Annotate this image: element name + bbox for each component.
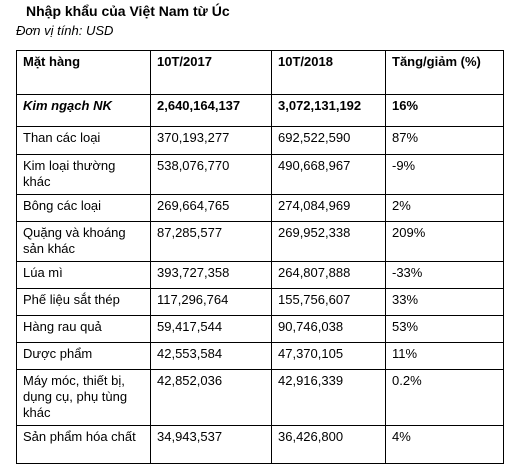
value-2018-cell: 36,426,800 <box>271 425 386 464</box>
item-name-cell: Phế liệu sắt thép <box>16 288 151 316</box>
item-name-cell: Hàng rau quả <box>16 315 151 343</box>
value-2018-cell: 42,916,339 <box>271 369 386 426</box>
change-cell: 4% <box>385 425 504 464</box>
value-2018-cell: 90,746,038 <box>271 315 386 343</box>
change-cell: -33% <box>385 261 504 289</box>
item-name-cell: Kim loại thường khác <box>16 154 151 195</box>
value-2017-cell: 87,285,577 <box>150 221 272 262</box>
value-2018-cell: 155,756,607 <box>271 288 386 316</box>
change-cell: 53% <box>385 315 504 343</box>
change-cell: 33% <box>385 288 504 316</box>
total-label: Kim ngạch NK <box>16 94 151 127</box>
item-name-cell: Sản phẩm hóa chất <box>16 425 151 464</box>
value-2017-cell: 34,943,537 <box>150 425 272 464</box>
total-change: 16% <box>385 94 504 127</box>
value-2017-cell: 42,852,036 <box>150 369 272 426</box>
total-row: Kim ngạch NK 2,640,164,137 3,072,131,192… <box>16 94 504 127</box>
table-row: Hàng rau quả 59,417,544 90,746,038 53% <box>16 315 504 343</box>
item-name-cell: Dược phẩm <box>16 342 151 370</box>
header-2017: 10T/2017 <box>150 50 272 95</box>
value-2018-cell: 47,370,105 <box>271 342 386 370</box>
change-cell: 87% <box>385 126 504 155</box>
total-2017: 2,640,164,137 <box>150 94 272 127</box>
item-name-cell: Quặng và khoáng sản khác <box>16 221 151 262</box>
header-item: Mặt hàng <box>16 50 151 95</box>
table-row: Sản phẩm hóa chất 34,943,537 36,426,800 4% <box>16 425 504 464</box>
change-cell: 209% <box>385 221 504 262</box>
value-2017-cell: 269,664,765 <box>150 194 272 222</box>
item-name-cell: Than các loại <box>16 126 151 155</box>
value-2017-cell: 370,193,277 <box>150 126 272 155</box>
import-table: Mặt hàng 10T/2017 10T/2018 Tăng/giảm (%)… <box>16 50 504 464</box>
table-header-row: Mặt hàng 10T/2017 10T/2018 Tăng/giảm (%) <box>16 50 504 95</box>
header-change: Tăng/giảm (%) <box>385 50 504 95</box>
total-2018: 3,072,131,192 <box>271 94 386 127</box>
change-cell: 2% <box>385 194 504 222</box>
unit-note: Đơn vị tính: USD <box>16 23 114 38</box>
value-2018-cell: 490,668,967 <box>271 154 386 195</box>
value-2017-cell: 59,417,544 <box>150 315 272 343</box>
value-2018-cell: 274,084,969 <box>271 194 386 222</box>
item-name-cell: Máy móc, thiết bị, dụng cụ, phụ tùng khá… <box>16 369 151 426</box>
table-row: Quặng và khoáng sản khác 87,285,577 269,95… <box>16 221 504 262</box>
table-row: Máy móc, thiết bị, dụng cụ, phụ tùng khá… <box>16 369 504 426</box>
change-cell: 11% <box>385 342 504 370</box>
item-name-cell: Lúa mì <box>16 261 151 289</box>
value-2017-cell: 117,296,764 <box>150 288 272 316</box>
value-2017-cell: 538,076,770 <box>150 154 272 195</box>
table-row: Kim loại thường khác 538,076,770 490,668,9… <box>16 154 504 195</box>
value-2018-cell: 269,952,338 <box>271 221 386 262</box>
item-name-cell: Bông các loại <box>16 194 151 222</box>
header-2018: 10T/2018 <box>271 50 386 95</box>
table-row: Lúa mì 393,727,358 264,807,888 -33% <box>16 261 504 289</box>
table-row: Than các loại 370,193,277 692,522,590 87% <box>16 126 504 155</box>
value-2018-cell: 692,522,590 <box>271 126 386 155</box>
table-row: Phế liệu sắt thép 117,296,764 155,756,607 3… <box>16 288 504 316</box>
change-cell: 0.2% <box>385 369 504 426</box>
table-title: Nhập khẩu của Việt Nam từ Úc <box>26 3 230 19</box>
change-cell: -9% <box>385 154 504 195</box>
value-2017-cell: 42,553,584 <box>150 342 272 370</box>
value-2018-cell: 264,807,888 <box>271 261 386 289</box>
table-row: Bông các loại 269,664,765 274,084,969 2% <box>16 194 504 222</box>
value-2017-cell: 393,727,358 <box>150 261 272 289</box>
table-row: Dược phẩm 42,553,584 47,370,105 11% <box>16 342 504 370</box>
